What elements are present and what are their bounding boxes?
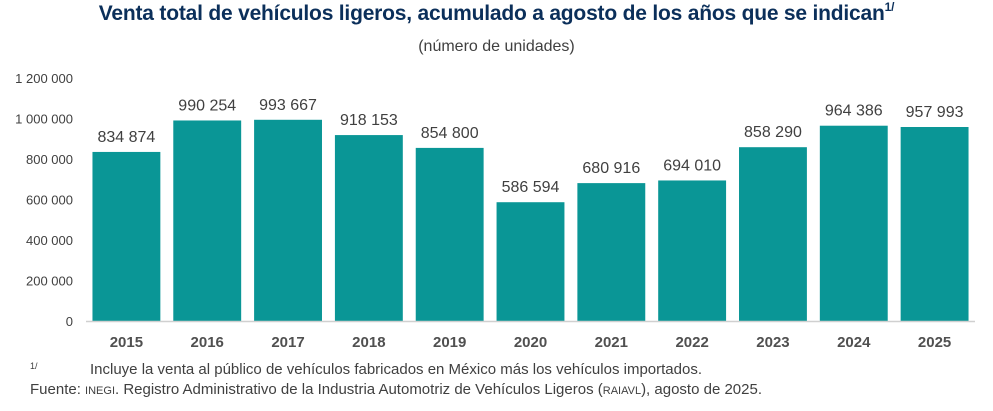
y-tick-label: 200 000: [26, 274, 73, 289]
source-note: Fuente: INEGI. Registro Administrativo d…: [30, 381, 762, 398]
x-tick-label: 2016: [191, 334, 224, 351]
x-tick-label: 2019: [433, 334, 466, 351]
x-tick-label: 2024: [837, 334, 871, 351]
data-label: 854 800: [421, 125, 479, 142]
bar-chart: 0 200 000 400 000 600 000 800 000 1 000 000 1 …: [15, 71, 975, 351]
y-tick-label: 800 000: [26, 152, 73, 167]
data-label: 834 874: [97, 129, 155, 146]
data-label: 964 386: [825, 103, 883, 120]
x-tick-label: 2017: [271, 334, 304, 351]
bar-2017: [254, 119, 322, 321]
source-date: ), agosto de 2025.: [641, 381, 762, 398]
bar-2015: [92, 151, 161, 321]
source-org: INEGI: [85, 385, 115, 397]
x-tick-label: 2015: [110, 334, 143, 351]
bar-2018: [334, 135, 403, 321]
data-label: 680 916: [582, 160, 640, 177]
x-tick-label: 2020: [514, 334, 547, 351]
bar-2025: [900, 127, 969, 322]
chart-title-text: Venta total de vehículos ligeros, acumul…: [98, 2, 885, 25]
y-tick-label: 600 000: [26, 193, 73, 208]
footnote-mark: 1/: [30, 361, 38, 371]
bar-2020: [496, 202, 565, 321]
source-prefix: Fuente:: [30, 381, 86, 398]
chart-title: Venta total de vehículos ligeros, acumul…: [0, 0, 993, 26]
title-footnote-mark: 1/: [884, 0, 895, 14]
chart-subtitle: (número de unidades): [418, 38, 575, 55]
data-label: 694 010: [663, 157, 721, 174]
data-label: 586 594: [502, 179, 560, 196]
footnote-text: Incluye la venta al público de vehículos…: [90, 361, 702, 378]
data-label: 993 667: [259, 97, 317, 114]
bar-2022: [658, 180, 727, 321]
y-tick-label: 1 000 000: [15, 112, 73, 127]
data-label: 918 153: [340, 112, 398, 129]
source-text: . Registro Administrativo de la Industri…: [115, 381, 603, 398]
bar-2023: [739, 147, 807, 321]
bar-2024: [819, 125, 888, 321]
bar-2019: [415, 147, 484, 321]
data-label: 858 290: [744, 124, 802, 141]
y-tick-label: 0: [66, 314, 73, 329]
y-tick-label: 1 200 000: [15, 71, 73, 86]
bar-2016: [173, 120, 242, 321]
bar-2021: [577, 183, 646, 321]
source-abbreviation: RAIAVL: [602, 385, 642, 397]
x-tick-label: 2025: [918, 334, 951, 351]
x-tick-label: 2022: [675, 334, 708, 351]
x-tick-label: 2021: [595, 334, 628, 351]
x-tick-label: 2023: [756, 334, 789, 351]
data-label: 990 254: [178, 97, 236, 114]
y-tick-label: 400 000: [26, 233, 73, 248]
x-tick-label: 2018: [352, 334, 385, 351]
data-label: 957 993: [906, 104, 964, 121]
